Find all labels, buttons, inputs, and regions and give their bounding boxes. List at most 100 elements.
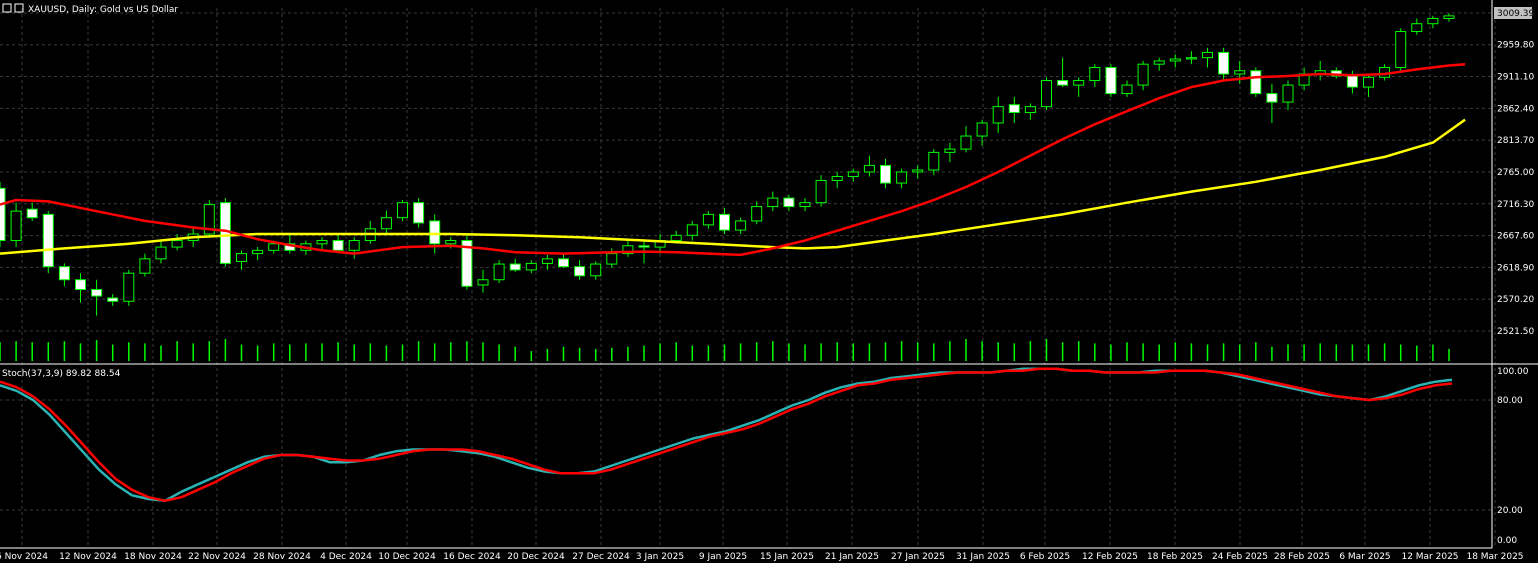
candle-up: [847, 171, 859, 178]
chart-window-icon[interactable]: [14, 3, 24, 13]
candle-up: [268, 243, 280, 251]
candle-up: [1202, 51, 1213, 59]
stoch-signal-line: [0, 367, 1453, 503]
current-price-marker: 3009.39: [1494, 7, 1534, 19]
candle-down: [1057, 80, 1069, 86]
y-axis-tick-label: 2959.80: [1497, 41, 1534, 51]
x-axis-tick-label: 24 Feb 2025: [1212, 552, 1268, 562]
x-axis-tick-label: 28 Nov 2024: [253, 552, 311, 562]
moving-average-slow-line: [0, 118, 1466, 255]
candle-up: [171, 240, 183, 248]
candle-up: [702, 213, 714, 226]
candle-up: [944, 148, 956, 153]
moving-average-fast-line: [0, 62, 1466, 257]
candle-up: [316, 240, 328, 245]
x-axis-tick-label: 28 Feb 2025: [1274, 552, 1330, 562]
y-axis-tick-label: 2716.30: [1497, 200, 1534, 210]
candle-down: [1266, 93, 1278, 103]
y-axis-tick-label: 2618.90: [1497, 263, 1534, 273]
candle-up: [1024, 106, 1036, 114]
candle-up: [896, 171, 908, 184]
current-price-box: [1494, 7, 1532, 19]
y-axis-tick-label: 2813.70: [1497, 136, 1534, 146]
candle-down: [1105, 66, 1117, 95]
candle-up: [1427, 17, 1439, 25]
x-axis-tick-label: 10 Dec 2024: [378, 552, 436, 562]
candle-up: [348, 240, 360, 251]
moving-average-lines: [0, 62, 1466, 257]
candle-up: [1089, 66, 1101, 82]
candle-up: [541, 258, 553, 264]
candle-up: [735, 220, 747, 231]
candle-down: [719, 213, 730, 231]
candle-down: [1250, 70, 1262, 95]
candle-up: [767, 197, 779, 208]
chart-title: XAUUSD, Daily: Gold vs US Dollar: [2, 3, 178, 15]
candle-up: [928, 151, 940, 171]
candle-up: [397, 202, 408, 219]
candle-up: [252, 249, 264, 255]
symbol-title: XAUUSD, Daily: Gold vs US Dollar: [28, 5, 178, 15]
x-axis-tick-label: 31 Jan 2025: [956, 552, 1010, 562]
stoch-y-tick-label: 20.00: [1497, 506, 1523, 516]
x-axis-tick-label: 9 Jan 2025: [699, 552, 747, 562]
candle-up: [493, 263, 505, 281]
candle-up: [912, 169, 924, 173]
candle-down: [638, 245, 650, 248]
candle-up: [1041, 80, 1052, 108]
candle-up: [10, 210, 22, 242]
candle-down: [1008, 104, 1020, 114]
candle-up: [799, 202, 811, 208]
x-axis-tick-label: 16 Dec 2024: [443, 552, 501, 562]
candle-up: [831, 176, 843, 181]
candle-up: [670, 234, 682, 242]
current-price-label: 3009.39: [1497, 9, 1534, 19]
y-axis-tick-label: 2862.40: [1497, 104, 1534, 114]
candle-up: [1185, 57, 1197, 60]
candle-up: [960, 135, 972, 150]
candle-down: [219, 202, 231, 264]
stoch-y-tick-label: 80.00: [1497, 396, 1523, 406]
candle-up: [139, 258, 151, 274]
x-axis-tick-label: 6 Nov 2024: [0, 552, 48, 562]
candle-down: [509, 263, 521, 271]
x-axis-tick-label: 22 Nov 2024: [188, 552, 246, 562]
candle-up: [1153, 60, 1165, 65]
candle-up: [992, 106, 1004, 124]
x-axis-tick-label: 15 Jan 2025: [760, 552, 814, 562]
candle-up: [1073, 80, 1085, 86]
candle-up: [1234, 70, 1246, 75]
candle-down: [429, 220, 441, 245]
candle-down: [413, 202, 425, 224]
y-axis-tick-label: 2521.50: [1497, 327, 1534, 337]
x-axis-tick-label: 27 Dec 2024: [572, 552, 630, 562]
x-axis-tick-label: 18 Feb 2025: [1147, 552, 1203, 562]
x-axis-tick-label: 6 Mar 2025: [1339, 552, 1390, 562]
x-axis-tick-label: 12 Mar 2025: [1401, 552, 1458, 562]
candle-down: [461, 240, 473, 287]
candle-up: [751, 206, 763, 222]
x-axis-tick-label: 18 Mar 2025: [1466, 552, 1523, 562]
candle-down: [107, 297, 119, 302]
candle-down: [42, 213, 54, 268]
candle-up: [525, 262, 537, 271]
candle-up: [590, 263, 602, 277]
candle-up: [1121, 84, 1133, 95]
stoch-y-tick-label: 0.00: [1497, 536, 1517, 546]
chart-menu-icon[interactable]: [2, 3, 12, 13]
x-axis-tick-label: 21 Jan 2025: [825, 552, 879, 562]
candle-down: [332, 240, 344, 251]
volume-bars: [0, 339, 1450, 361]
candle-up: [976, 122, 988, 137]
candle-up: [477, 279, 489, 286]
candle-down: [1346, 75, 1358, 88]
candle-down: [880, 164, 891, 184]
candle-down: [58, 266, 70, 281]
candle-down: [0, 187, 6, 242]
y-axis-tick-label: 2667.60: [1497, 232, 1534, 242]
candle-up: [445, 240, 457, 245]
candle-up: [1411, 23, 1423, 33]
